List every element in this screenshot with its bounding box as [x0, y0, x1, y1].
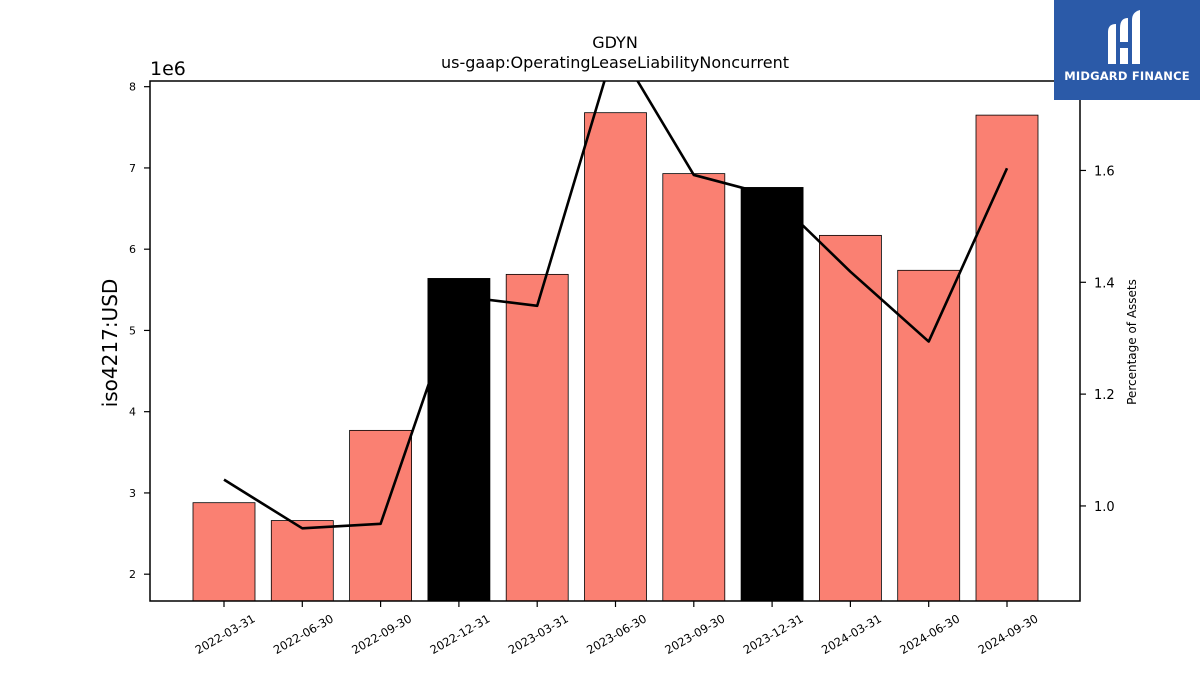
bar-2022-03-31 — [192, 502, 256, 601]
y2-tick-label: 1.2 — [1094, 388, 1115, 403]
y-tick-label: 6 — [129, 243, 136, 256]
x-tick-label: 2023-09-30 — [662, 611, 727, 657]
x-tick-label: 2023-03-31 — [506, 611, 571, 657]
chart-subtitle: us-gaap:OperatingLeaseLiabilityNoncurren… — [441, 53, 789, 72]
bar-2023-09-30 — [662, 173, 726, 601]
bar-2023-03-31 — [505, 273, 569, 601]
bar-2024-09-30 — [975, 114, 1039, 601]
brand-logo: MIDGARD FINANCE — [1054, 0, 1200, 100]
x-tick-label: 2022-03-31 — [193, 611, 258, 657]
y-axis-multiplier: 1e6 — [150, 58, 186, 80]
y2-tick-label: 1.6 — [1094, 164, 1115, 179]
percentage-line — [223, 81, 1009, 530]
x-tick-label: 2023-06-30 — [584, 611, 649, 657]
y-tick-label: 4 — [129, 406, 136, 419]
y-tick-label: 8 — [129, 81, 136, 94]
midgard-logo-icon — [1108, 10, 1140, 64]
y-axis-label: iso4217:USD — [98, 279, 122, 408]
bar-2022-09-30 — [349, 429, 413, 601]
x-tick-label: 2022-09-30 — [349, 611, 414, 657]
bar-2024-03-31 — [819, 234, 882, 601]
y-tick-label: 2 — [129, 568, 136, 581]
y-tick-label: 5 — [129, 324, 136, 337]
x-tick-label: 2022-06-30 — [271, 611, 336, 657]
bar-2022-12-31 — [427, 278, 491, 601]
x-tick-label: 2024-06-30 — [897, 611, 962, 657]
x-tick-label: 2024-09-30 — [976, 611, 1041, 657]
y-tick-label: 3 — [129, 487, 136, 500]
bar-2022-06-30 — [270, 520, 334, 601]
x-tick-label: 2022-12-31 — [428, 611, 493, 657]
y2-tick-label: 1.0 — [1094, 500, 1115, 515]
chart-title: GDYN — [592, 33, 638, 52]
bar-2024-06-30 — [897, 269, 961, 601]
bar-2023-06-30 — [584, 112, 647, 601]
y2-tick-label: 1.4 — [1094, 276, 1115, 291]
y2-axis-label: Percentage of Assets — [1125, 279, 1139, 405]
x-tick-label: 2023-12-31 — [741, 611, 806, 657]
y-tick-label: 7 — [129, 162, 136, 175]
logo-text: MIDGARD FINANCE — [1064, 69, 1190, 83]
x-tick-label: 2024-03-31 — [819, 611, 884, 657]
bar-2023-12-31 — [740, 187, 804, 601]
